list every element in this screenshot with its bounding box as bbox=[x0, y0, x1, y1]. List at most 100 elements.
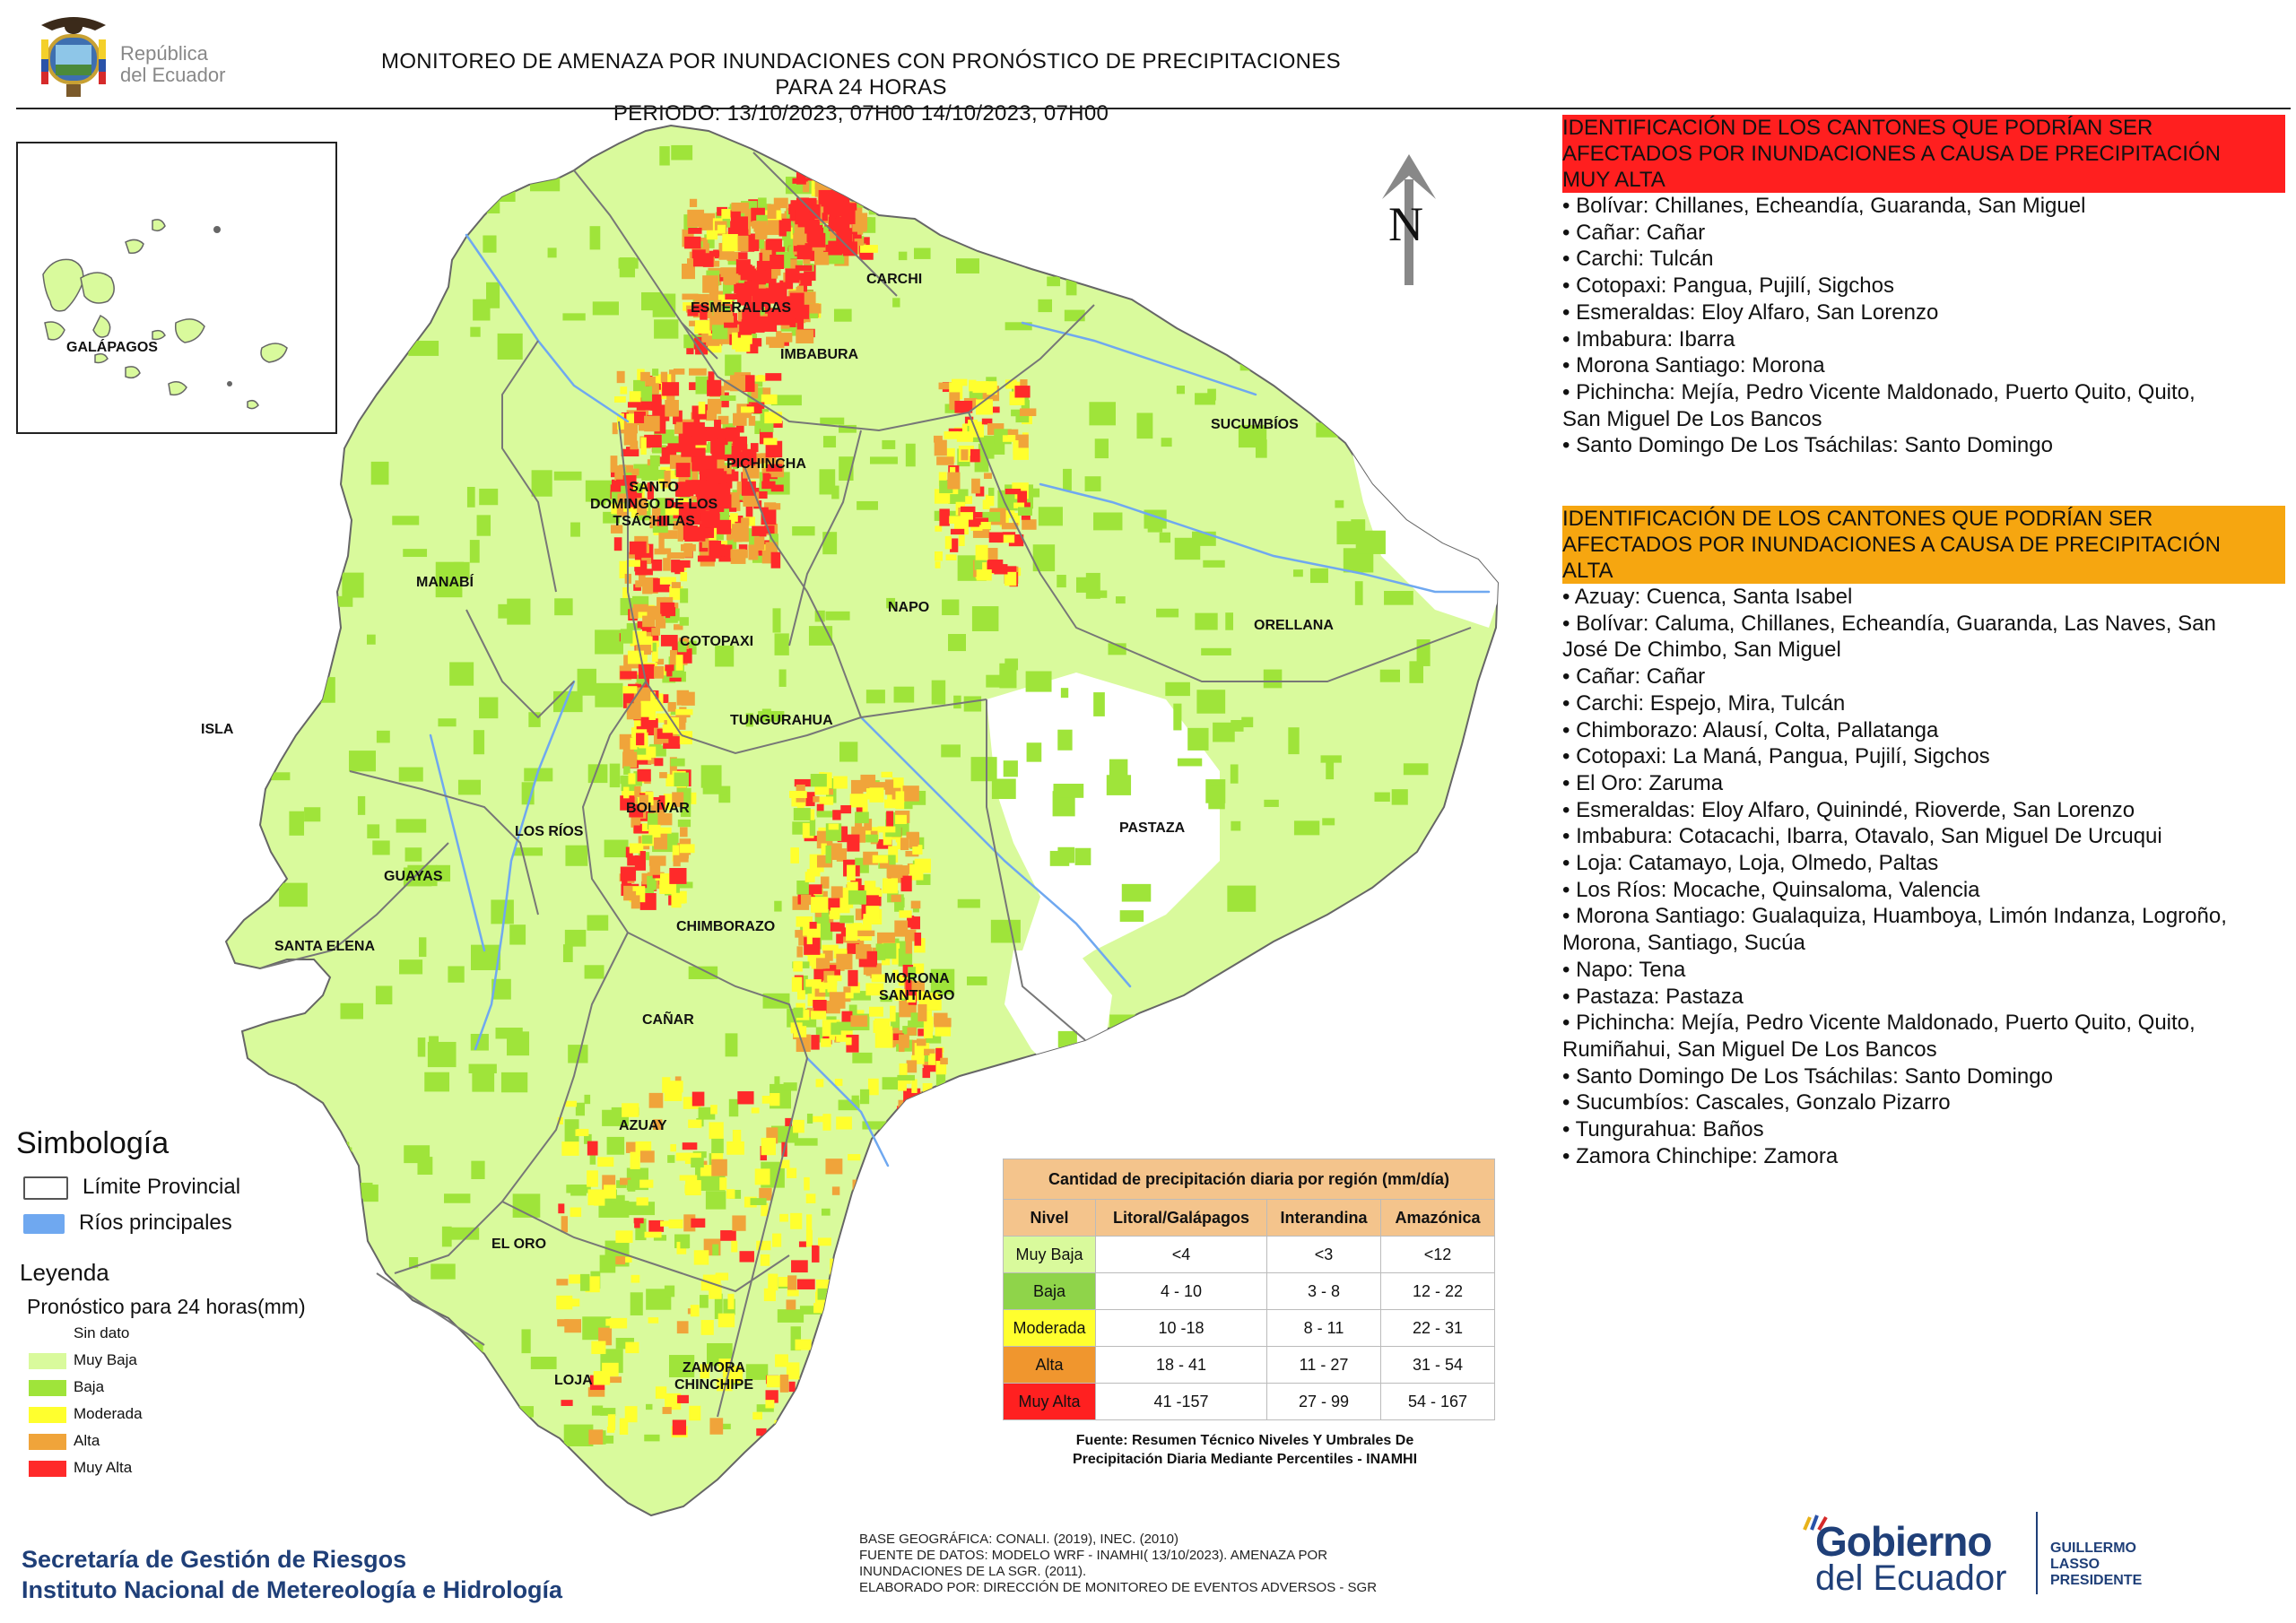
raster-cell bbox=[817, 1372, 823, 1387]
label-carchi: CARCHI bbox=[866, 272, 923, 287]
muy-alta-item: • Cañar: Cañar bbox=[1562, 220, 1706, 245]
raster-cell bbox=[702, 275, 719, 293]
raster-cell bbox=[910, 1109, 922, 1117]
raster-cell bbox=[654, 548, 666, 555]
alta-item: Rumiñahui, San Miguel De Los Bancos bbox=[1562, 1037, 1937, 1062]
raster-cell bbox=[770, 1093, 780, 1107]
value-cell: 27 - 99 bbox=[1266, 1383, 1381, 1420]
alta-item: • El Oro: Zaruma bbox=[1562, 770, 1724, 795]
baja-cell bbox=[762, 993, 790, 1009]
raster-cell bbox=[960, 512, 973, 520]
baja-cell bbox=[1166, 1089, 1191, 1105]
baja-cell bbox=[715, 645, 735, 667]
leyenda-title: Leyenda bbox=[20, 1259, 109, 1286]
muy-alta-cell bbox=[733, 436, 748, 451]
raster-cell bbox=[994, 564, 1008, 575]
raster-cell bbox=[744, 516, 756, 526]
raster-cell bbox=[1013, 502, 1025, 508]
baja-cell bbox=[914, 247, 931, 259]
baja-cell bbox=[596, 484, 606, 506]
baja-cell bbox=[529, 169, 561, 192]
baja-cell bbox=[1401, 1041, 1421, 1063]
raster-cell bbox=[880, 995, 892, 1002]
baja-cell bbox=[473, 299, 491, 321]
raster-cell bbox=[945, 554, 957, 560]
raster-cell bbox=[726, 1189, 735, 1199]
raster-cell bbox=[664, 1285, 675, 1298]
raster-cell bbox=[779, 1213, 788, 1222]
baja-cell bbox=[1065, 276, 1077, 296]
value-cell: 54 - 167 bbox=[1380, 1383, 1495, 1420]
baja-cell bbox=[426, 272, 440, 282]
baja-cell bbox=[304, 807, 321, 822]
raster-cell bbox=[644, 1434, 660, 1442]
baja-cell bbox=[905, 443, 916, 467]
raster-cell bbox=[858, 959, 877, 968]
baja-cell bbox=[970, 757, 997, 782]
raster-cell bbox=[924, 1048, 935, 1055]
raster-cell bbox=[558, 1203, 565, 1214]
raster-cell bbox=[857, 1206, 867, 1217]
raster-cell bbox=[605, 1318, 612, 1326]
baja-cell bbox=[978, 223, 1008, 237]
raster-cell bbox=[817, 213, 828, 221]
galapagos-islands bbox=[42, 219, 288, 410]
raster-cell bbox=[722, 465, 732, 476]
nivel-cell: Alta bbox=[1003, 1346, 1096, 1384]
raster-cell bbox=[906, 1060, 918, 1073]
baja-cell bbox=[835, 136, 860, 149]
raster-cell bbox=[816, 811, 835, 818]
raster-cell bbox=[670, 758, 685, 767]
raster-cell bbox=[864, 881, 876, 890]
baja-cell bbox=[589, 226, 601, 250]
raster-cell bbox=[787, 1167, 797, 1178]
raster-cell bbox=[673, 520, 683, 530]
raster-cell bbox=[741, 406, 754, 413]
muy-alta-item: • Imbabura: Ibarra bbox=[1562, 326, 1735, 352]
baja-cell bbox=[1263, 669, 1283, 689]
baja-cell bbox=[1354, 581, 1363, 605]
raster-cell bbox=[767, 204, 777, 220]
raster-cell bbox=[689, 320, 695, 326]
header-amazonica: Amazónica bbox=[1380, 1199, 1495, 1237]
raster-cell bbox=[768, 1273, 778, 1291]
raster-cell bbox=[976, 569, 992, 581]
raster-cell bbox=[640, 653, 648, 663]
raster-cell bbox=[630, 1151, 640, 1169]
del-ecuador-word: del Ecuador bbox=[1815, 1558, 2007, 1598]
baja-cell bbox=[1326, 954, 1334, 975]
raster-cell bbox=[639, 851, 646, 867]
baja-cell bbox=[1121, 883, 1152, 902]
raster-cell bbox=[718, 316, 735, 323]
baja-cell bbox=[1239, 352, 1252, 371]
baja-cell bbox=[521, 782, 535, 805]
baja-cell bbox=[1063, 468, 1072, 491]
raster-cell bbox=[671, 436, 681, 449]
baja-cell bbox=[833, 1367, 842, 1388]
raster-cell bbox=[847, 834, 860, 852]
baja-cell bbox=[714, 1293, 723, 1320]
raster-cell bbox=[648, 1219, 665, 1232]
raster-cell bbox=[839, 915, 854, 924]
raster-cell bbox=[675, 1152, 692, 1161]
label-el-oro: EL ORO bbox=[491, 1237, 547, 1252]
muy-alta-cell bbox=[703, 427, 718, 442]
legend-swatch bbox=[29, 1379, 66, 1396]
raster-cell bbox=[622, 751, 638, 768]
raster-cell bbox=[1012, 512, 1021, 525]
raster-cell bbox=[857, 863, 869, 873]
raster-cell bbox=[851, 1407, 867, 1422]
baja-cell bbox=[564, 929, 587, 947]
baja-cell bbox=[348, 751, 377, 772]
baja-cell bbox=[595, 629, 623, 655]
raster-cell bbox=[711, 1159, 727, 1176]
baja-cell bbox=[794, 1138, 818, 1146]
baja-cell bbox=[1230, 764, 1239, 784]
raster-cell bbox=[830, 907, 840, 918]
baja-cell bbox=[379, 1326, 396, 1353]
baja-cell bbox=[792, 525, 815, 536]
baja-cell bbox=[357, 795, 366, 815]
baja-cell bbox=[1231, 820, 1241, 831]
raster-cell bbox=[907, 1027, 917, 1036]
raster-cell bbox=[665, 508, 679, 516]
